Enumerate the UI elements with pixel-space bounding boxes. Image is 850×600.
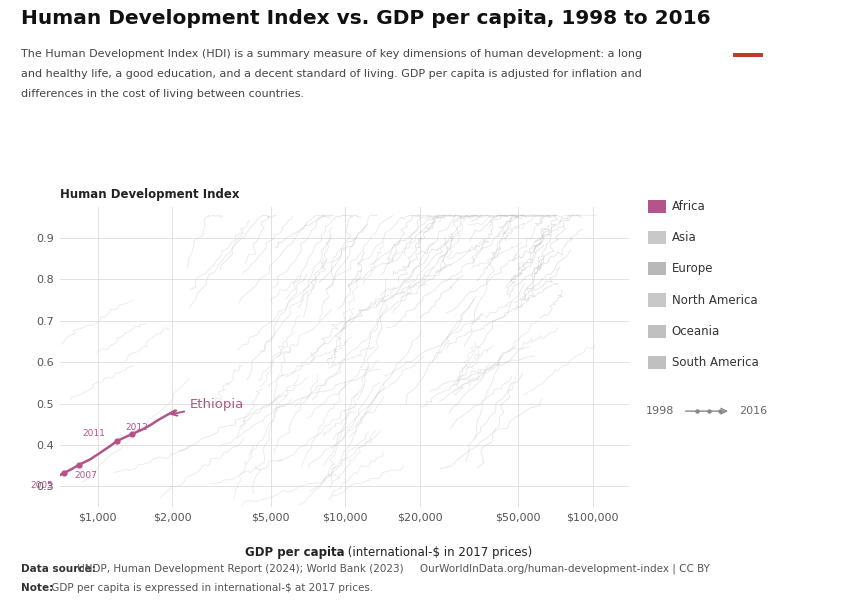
Text: 2011: 2011 — [82, 430, 105, 439]
Text: in Data: in Data — [761, 34, 800, 43]
Text: Data source:: Data source: — [21, 564, 96, 574]
Text: 1998: 1998 — [646, 406, 674, 416]
Text: Europe: Europe — [672, 262, 713, 275]
Text: Human Development Index vs. GDP per capita, 1998 to 2016: Human Development Index vs. GDP per capi… — [21, 9, 711, 28]
Text: and healthy life, a good education, and a decent standard of living. GDP per cap: and healthy life, a good education, and … — [21, 69, 642, 79]
Text: 2000: 2000 — [0, 599, 1, 600]
Text: Note:: Note: — [21, 583, 54, 593]
Text: North America: North America — [672, 293, 757, 307]
Text: Human Development Index: Human Development Index — [60, 188, 239, 201]
Bar — [733, 53, 763, 57]
Text: UNDP, Human Development Report (2024); World Bank (2023)     OurWorldInData.org/: UNDP, Human Development Report (2024); W… — [74, 564, 710, 575]
Text: GDP per capita is expressed in international-$ at 2017 prices.: GDP per capita is expressed in internati… — [48, 583, 374, 593]
Text: 2016: 2016 — [740, 406, 768, 416]
Text: Oceania: Oceania — [672, 325, 720, 338]
Text: 2005: 2005 — [31, 481, 54, 490]
Text: (international-$ in 2017 prices): (international-$ in 2017 prices) — [344, 546, 532, 559]
Text: 2001: 2001 — [0, 599, 1, 600]
Text: differences in the cost of living between countries.: differences in the cost of living betwee… — [21, 89, 304, 99]
Text: Our World: Our World — [752, 17, 808, 28]
Text: South America: South America — [672, 356, 758, 369]
Text: GDP per capita: GDP per capita — [245, 546, 344, 559]
Text: Ethiopia: Ethiopia — [172, 398, 244, 416]
Text: 2007: 2007 — [75, 472, 98, 481]
Text: The Human Development Index (HDI) is a summary measure of key dimensions of huma: The Human Development Index (HDI) is a s… — [21, 49, 643, 59]
Text: 2012: 2012 — [126, 423, 149, 432]
Text: Asia: Asia — [672, 231, 696, 244]
Text: Africa: Africa — [672, 200, 705, 213]
